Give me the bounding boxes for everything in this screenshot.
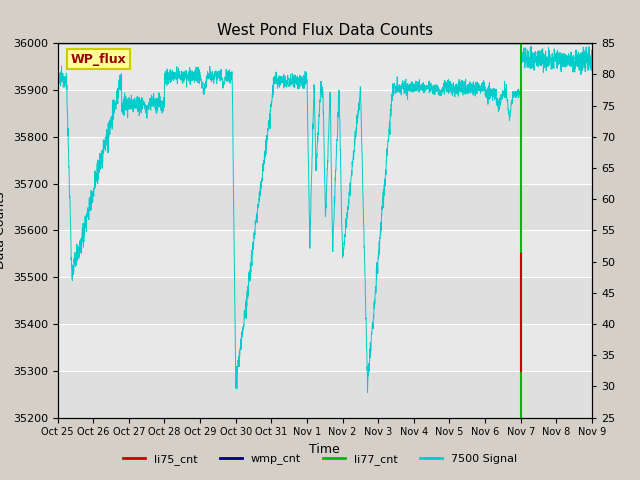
- Bar: [58, 277, 592, 324]
- Text: WP_flux: WP_flux: [71, 53, 127, 66]
- Legend: li75_cnt, wmp_cnt, li77_cnt, 7500 Signal: li75_cnt, wmp_cnt, li77_cnt, 7500 Signal: [118, 450, 522, 469]
- Bar: [58, 90, 592, 137]
- Title: West Pond Flux Data Counts: West Pond Flux Data Counts: [217, 23, 433, 38]
- Bar: [58, 371, 592, 418]
- Y-axis label: 7500 SS: 7500 SS: [636, 204, 640, 256]
- Bar: [58, 183, 592, 230]
- Y-axis label: Data Counts: Data Counts: [0, 192, 7, 269]
- X-axis label: Time: Time: [309, 443, 340, 456]
